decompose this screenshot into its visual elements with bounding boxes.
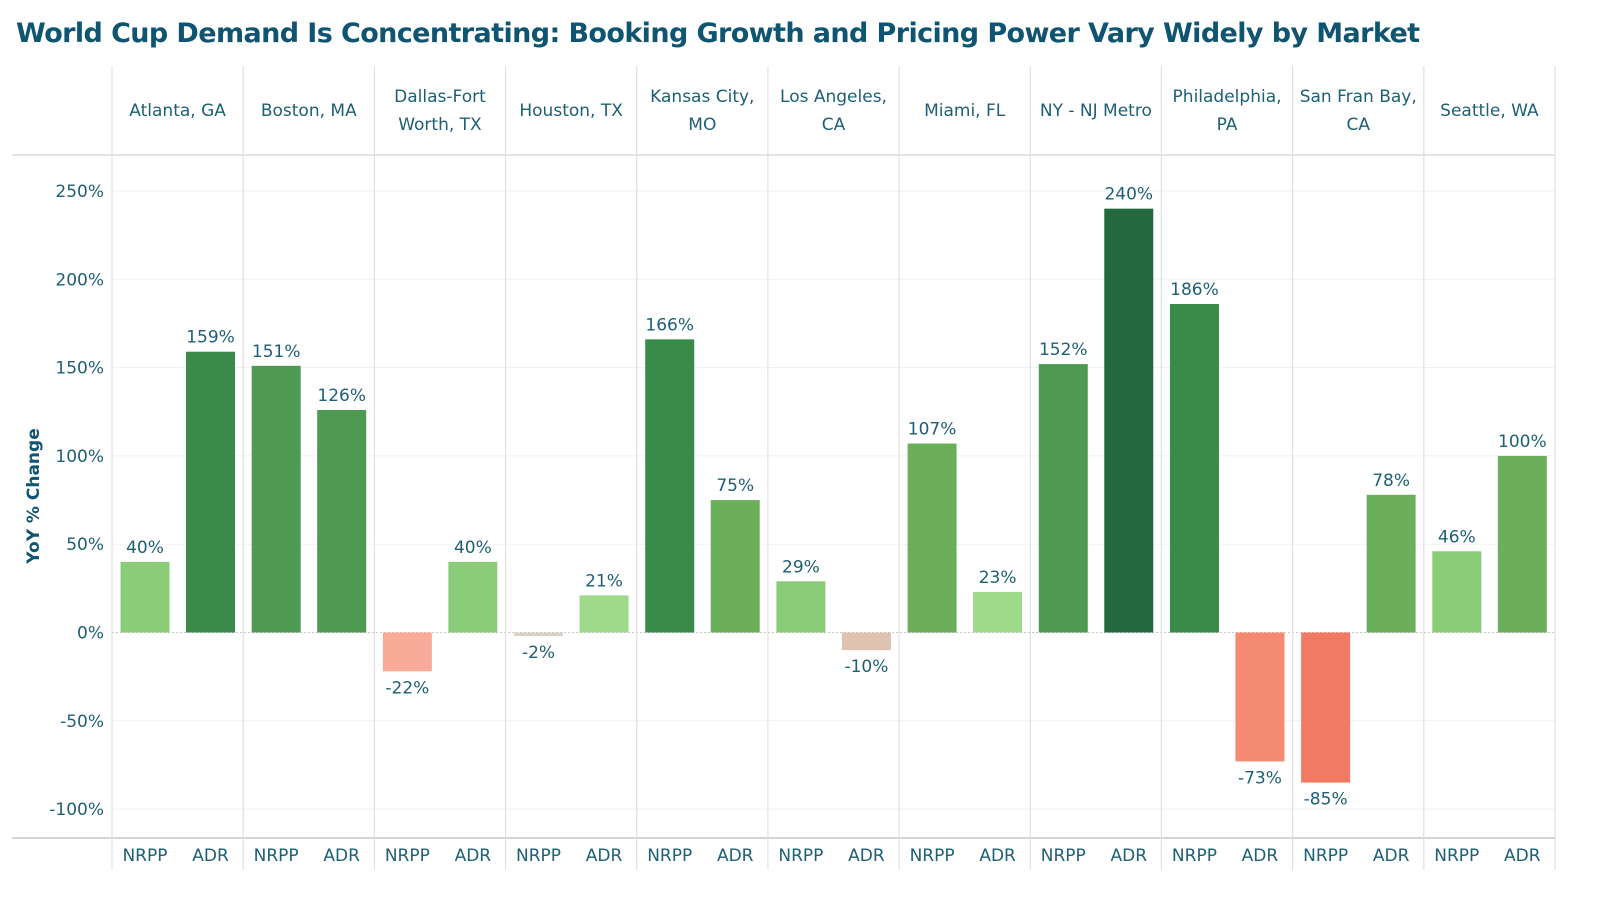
data-label: -22% [385,678,429,698]
x-category-label: ADR [979,846,1016,866]
bar-nrpp [382,632,432,672]
market-header: MO [688,115,716,135]
market-header: Houston, TX [519,101,623,121]
x-category-label: NRPP [516,846,561,866]
labels-layer: 250% 200% 150% 100% 50% 0% -50% -100% Atlanta, G… [49,87,1546,866]
bar-adr [317,409,367,633]
bar-nrpp [776,581,826,633]
market-header: CA [822,115,846,135]
data-label: 151% [252,342,301,362]
x-category-label: NRPP [778,846,823,866]
bar-adr [973,591,1023,633]
bar-nrpp [1169,304,1219,633]
market-header: CA [1346,115,1370,135]
bar-adr [579,595,629,633]
market-header: San Fran Bay, [1300,87,1417,107]
market-header: Seattle, WA [1440,101,1539,121]
market-header: NY - NJ Metro [1040,101,1152,121]
market-header: Miami, FL [924,101,1006,121]
x-category-label: ADR [848,846,885,866]
bar-nrpp [120,561,170,633]
y-tick-label: 200% [55,270,104,290]
bar-adr [710,500,760,633]
data-label: -2% [522,643,555,663]
bar-nrpp [645,339,695,633]
bar-adr [186,351,235,633]
y-tick-label: 50% [66,535,104,555]
bar-nrpp [1432,551,1482,633]
data-label: 75% [716,476,754,496]
market-header: Boston, MA [261,101,357,121]
x-category-label: NRPP [1434,846,1479,866]
x-category-label: NRPP [254,846,299,866]
chart-title: World Cup Demand Is Concentrating: Booki… [16,18,1420,49]
data-label: 240% [1104,185,1153,205]
data-label: -10% [844,657,888,677]
data-label: 21% [585,571,623,591]
bar-adr [1235,632,1285,762]
y-axis-label: YoY % Change [24,428,44,564]
bar-nrpp [251,365,301,633]
data-label: 126% [317,386,366,406]
x-category-label: ADR [717,846,754,866]
x-category-label: ADR [586,846,623,866]
data-label: 159% [186,328,235,348]
bar-nrpp [907,443,957,633]
y-tick-label: 150% [55,359,104,379]
x-category-label: NRPP [1303,846,1348,866]
bar-adr [448,561,498,633]
bar-adr [841,632,891,651]
data-label: 186% [1170,280,1219,300]
market-header: Kansas City, [650,87,754,107]
bar-nrpp [1301,632,1351,783]
y-tick-label: 0% [77,624,104,644]
market-header: Dallas-Fort [394,87,486,107]
x-category-label: ADR [1373,846,1410,866]
x-category-label: NRPP [385,846,430,866]
market-header: Worth, TX [398,115,482,135]
data-label: 78% [1372,471,1410,491]
data-label: 46% [1438,527,1476,547]
x-category-label: ADR [1110,846,1147,866]
x-category-label: NRPP [1172,846,1217,866]
market-header: Atlanta, GA [129,101,226,121]
data-label: -85% [1304,790,1348,810]
data-label: 29% [782,557,820,577]
data-label: 23% [979,568,1017,588]
data-label: 40% [454,538,492,558]
x-category-label: NRPP [647,846,692,866]
market-header: Los Angeles, [780,87,887,107]
y-tick-label: -50% [60,712,104,732]
bar-nrpp [514,632,564,637]
data-label: -73% [1238,768,1282,788]
bars-layer [120,208,1547,783]
x-category-label: ADR [323,846,360,866]
x-category-label: NRPP [910,846,955,866]
market-header: PA [1217,115,1238,135]
y-tick-label: 100% [55,447,104,467]
bar-adr [1497,455,1547,633]
x-category-label: ADR [455,846,492,866]
x-category-label: NRPP [122,846,167,866]
data-label: 40% [126,538,164,558]
data-label: 107% [908,420,957,440]
market-header: Philadelphia, [1173,87,1282,107]
bar-nrpp [1038,364,1088,633]
x-category-label: ADR [1504,846,1541,866]
x-category-label: ADR [192,846,229,866]
bar-adr [1104,208,1154,633]
bar-adr [1366,494,1416,633]
y-tick-label: 250% [55,182,104,202]
x-category-label: NRPP [1041,846,1086,866]
data-label: 100% [1498,432,1547,452]
y-tick-label: -100% [49,800,104,820]
data-label: 166% [645,315,694,335]
x-category-label: ADR [1242,846,1279,866]
data-label: 152% [1039,340,1088,360]
